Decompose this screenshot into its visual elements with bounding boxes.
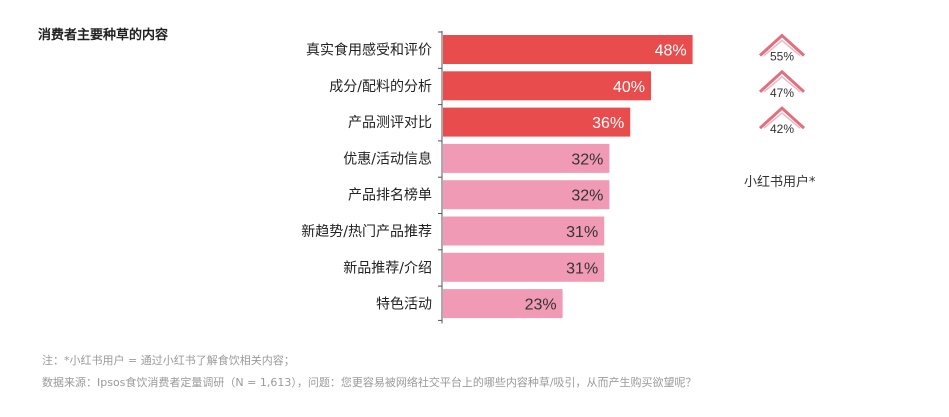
increase-chevron-icon (758, 69, 806, 93)
bar (443, 289, 563, 319)
side-marker-value: 55% (770, 50, 794, 64)
chart-title: 消费者主要种草的内容 (38, 28, 169, 43)
bar (443, 71, 651, 101)
value-label: 32% (571, 151, 603, 168)
footnote-source: 数据来源：Ipsos食饮消费者定量调研（N = 1,613），问题：您更容易被网… (42, 376, 697, 389)
side-marker-value: 42% (770, 122, 794, 136)
bar (443, 180, 610, 210)
increase-chevron-icon (758, 33, 806, 57)
value-label: 23% (525, 297, 557, 314)
value-label: 36% (592, 115, 624, 132)
bar (443, 216, 605, 246)
bar (443, 35, 693, 64)
chevron-inner-line (763, 75, 801, 93)
category-label: 真实食用感受和评价 (306, 42, 432, 59)
category-label: 成分/配料的分析 (329, 79, 432, 95)
category-label: 新品推荐/介绍 (343, 260, 432, 276)
chevron-inner-line (763, 39, 801, 57)
value-label: 40% (613, 79, 645, 96)
category-label: 产品测评对比 (348, 115, 432, 131)
value-label: 31% (566, 260, 598, 277)
category-label: 特色活动 (376, 296, 432, 313)
category-label: 优惠/活动信息 (343, 150, 432, 167)
increase-chevron-icon (758, 106, 806, 130)
bar (443, 107, 631, 137)
side-series-label: 小红书用户* (744, 175, 816, 190)
value-label: 48% (655, 43, 687, 60)
category-label: 产品排名榜单 (348, 187, 432, 204)
value-label: 31% (566, 224, 598, 241)
bar (443, 143, 610, 173)
category-label: 新趋势/热门产品推荐 (301, 224, 432, 240)
value-label: 32% (571, 188, 603, 205)
chevron-inner-line (763, 112, 801, 129)
footnote-note: 注：*小红书用户 = 通过小红书了解食饮相关内容； (42, 354, 295, 367)
bar (443, 252, 605, 282)
side-marker-value: 47% (770, 86, 794, 100)
